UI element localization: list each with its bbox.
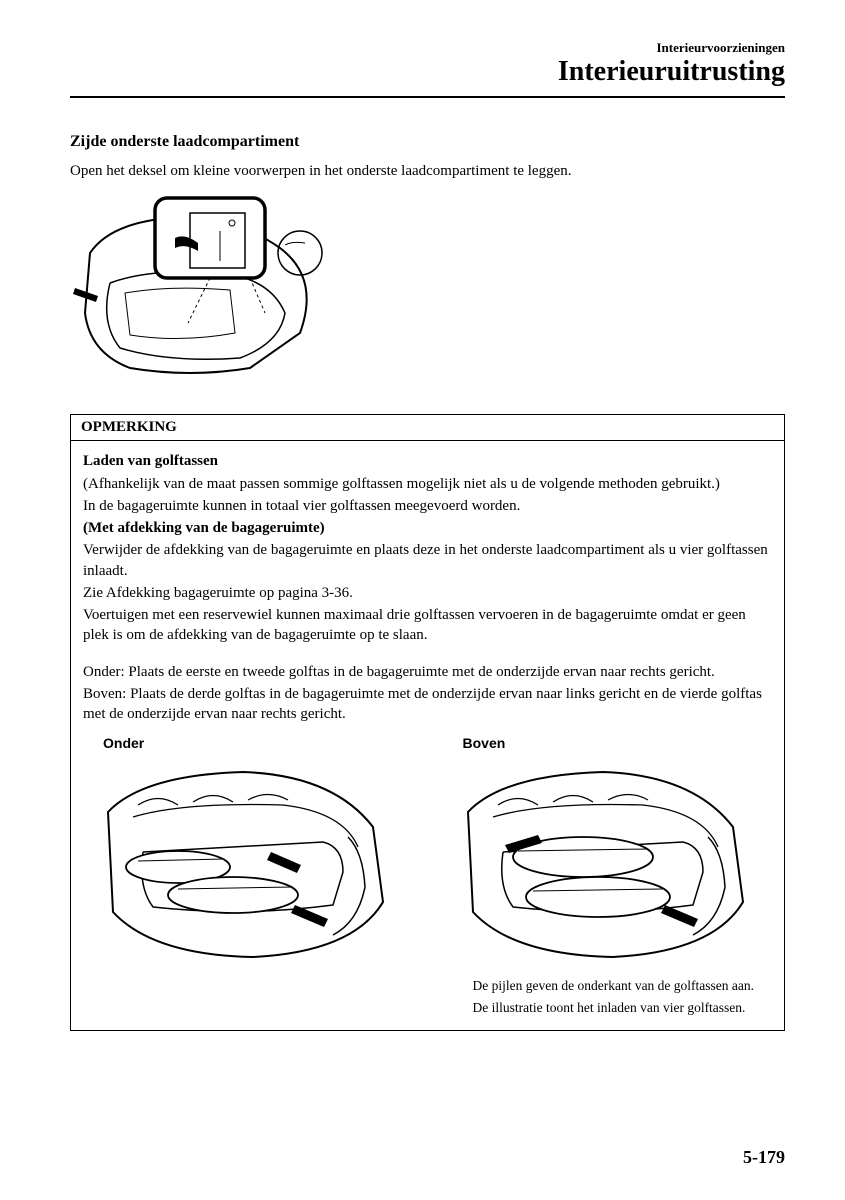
boven-illustration (443, 757, 753, 967)
illustrations-row: Onder Boven (83, 734, 772, 1016)
note-p1: (Afhankelijk van de maat passen sommige … (83, 474, 772, 494)
page-header: Interieurvoorzieningen Interieuruitrusti… (70, 40, 785, 98)
section-intro: Open het deksel om kleine voorwerpen in … (70, 161, 785, 181)
illustration-left-col: Onder (83, 734, 413, 973)
page-number: 5-179 (743, 1147, 785, 1168)
note-p5: Voertuigen met een reservewiel kunnen ma… (83, 605, 772, 646)
section-title: Zijde onderste laadcompartiment (70, 133, 785, 151)
label-onder: Onder (103, 734, 413, 753)
caption-2: De illustratie toont het inladen van vie… (473, 999, 773, 1017)
note-p6: Onder: Plaats de eerste en tweede golfta… (83, 662, 772, 682)
label-boven: Boven (463, 734, 773, 753)
note-p3: Verwijder de afdekking van de bagageruim… (83, 540, 772, 581)
note-p2: In de bagageruimte kunnen in totaal vier… (83, 496, 772, 516)
cover-title: (Met afdekking van de bagageruimte) (83, 518, 772, 538)
header-category: Interieurvoorzieningen (70, 40, 785, 56)
caption-1: De pijlen geven de onderkant van de golf… (473, 977, 773, 995)
note-p7: Boven: Plaats de derde golftas in de bag… (83, 684, 772, 725)
note-body: Laden van golftassen (Afhankelijk van de… (71, 441, 784, 1030)
note-box: OPMERKING Laden van golftassen (Afhankel… (70, 414, 785, 1031)
compartment-illustration (70, 193, 340, 383)
illustration-right-col: Boven De pijlen geven de onderkant van d… (443, 734, 773, 1016)
header-title: Interieuruitrusting (70, 56, 785, 88)
onder-illustration (83, 757, 393, 967)
note-p4: Zie Afdekking bagageruimte op pagina 3-3… (83, 583, 772, 603)
note-header: OPMERKING (71, 415, 784, 441)
golf-title: Laden van golftassen (83, 451, 772, 471)
